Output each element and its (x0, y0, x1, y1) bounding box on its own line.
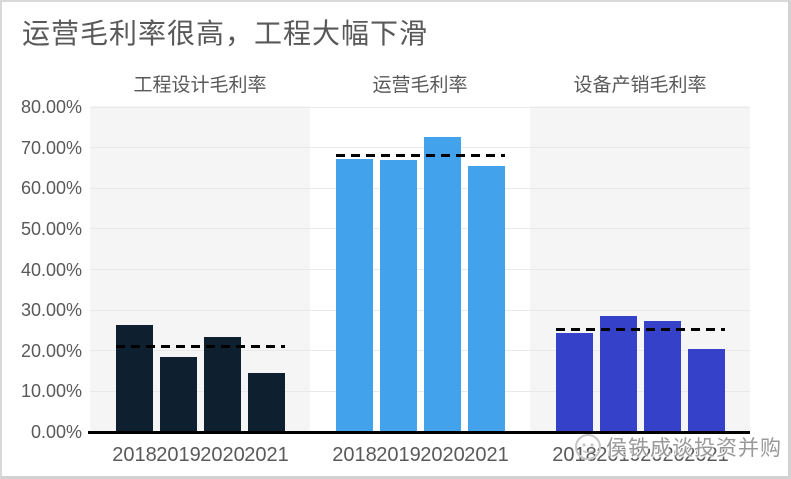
x-axis-label-2-2020: 2020 (420, 444, 465, 466)
average-line-1 (116, 345, 285, 349)
gridline-50 (90, 228, 750, 230)
panel-title-3: 设备产销毛利率 (573, 75, 707, 96)
bar-工程设计毛利率-2020 (204, 336, 241, 432)
gridline-10 (90, 390, 750, 392)
bar-工程设计毛利率-2018 (116, 325, 153, 432)
watermark-text: 侯铁成谈投资并购 (606, 437, 782, 460)
panel-title-2: 运营毛利率 (372, 75, 468, 96)
x-axis-line (88, 430, 750, 434)
x-axis-label-3-2020: 2020 (640, 444, 685, 466)
y-axis-label-80: 80.00% (20, 97, 82, 117)
x-axis-label-1-2019: 2019 (156, 444, 201, 466)
x-axis-label-1-2021: 2021 (244, 444, 289, 466)
average-line-2 (336, 153, 505, 157)
bar-运营毛利率-2019 (380, 159, 417, 432)
bar-设备产销毛利率-2020 (644, 321, 681, 432)
gridline-70 (90, 147, 750, 149)
watermark-logo-icon (575, 434, 601, 460)
gridline-20 (90, 350, 750, 352)
bar-设备产销毛利率-2018 (556, 332, 593, 432)
gridline-30 (90, 309, 750, 311)
y-axis-label-40: 40.00% (20, 259, 82, 280)
bar-工程设计毛利率-2021 (248, 373, 285, 432)
y-axis-label-30: 30.00% (20, 300, 82, 321)
average-line-3 (556, 328, 725, 332)
bar-运营毛利率-2020 (424, 137, 461, 432)
y-axis-label-60: 60.00% (20, 178, 82, 199)
bar-设备产销毛利率-2021 (688, 349, 725, 432)
bar-运营毛利率-2021 (468, 165, 505, 432)
gridline-40 (90, 269, 750, 270)
y-axis-label-0: 0.00% (30, 422, 82, 442)
y-axis-label-20: 20.00% (20, 340, 82, 361)
gridline-80 (90, 106, 750, 108)
y-axis-label-70: 70.00% (20, 137, 82, 158)
bar-运营毛利率-2018 (336, 159, 373, 432)
x-axis-label-2-2021: 2021 (464, 444, 509, 466)
x-axis-label-3-2018: 2018 (552, 444, 597, 466)
x-axis-label-2-2019: 2019 (376, 444, 421, 466)
chart-title: 运营毛利率很高，工程大幅下滑 (22, 18, 429, 49)
y-axis-label-10: 10.00% (20, 381, 82, 402)
x-axis-label-1-2020: 2020 (200, 444, 245, 466)
x-axis-label-3-2019: 2019 (596, 444, 641, 466)
bar-工程设计毛利率-2019 (160, 356, 197, 432)
gridline-60 (90, 187, 750, 189)
watermark: 侯铁成谈投资并购 (574, 429, 782, 465)
y-axis-label-50: 50.00% (20, 218, 82, 239)
x-axis-label-3-2021: 2021 (684, 444, 729, 466)
panel-title-1: 工程设计毛利率 (133, 75, 267, 96)
x-axis-label-1-2018: 2018 (112, 444, 157, 466)
x-axis-label-2-2018: 2018 (332, 444, 377, 466)
bar-设备产销毛利率-2019 (600, 316, 637, 432)
